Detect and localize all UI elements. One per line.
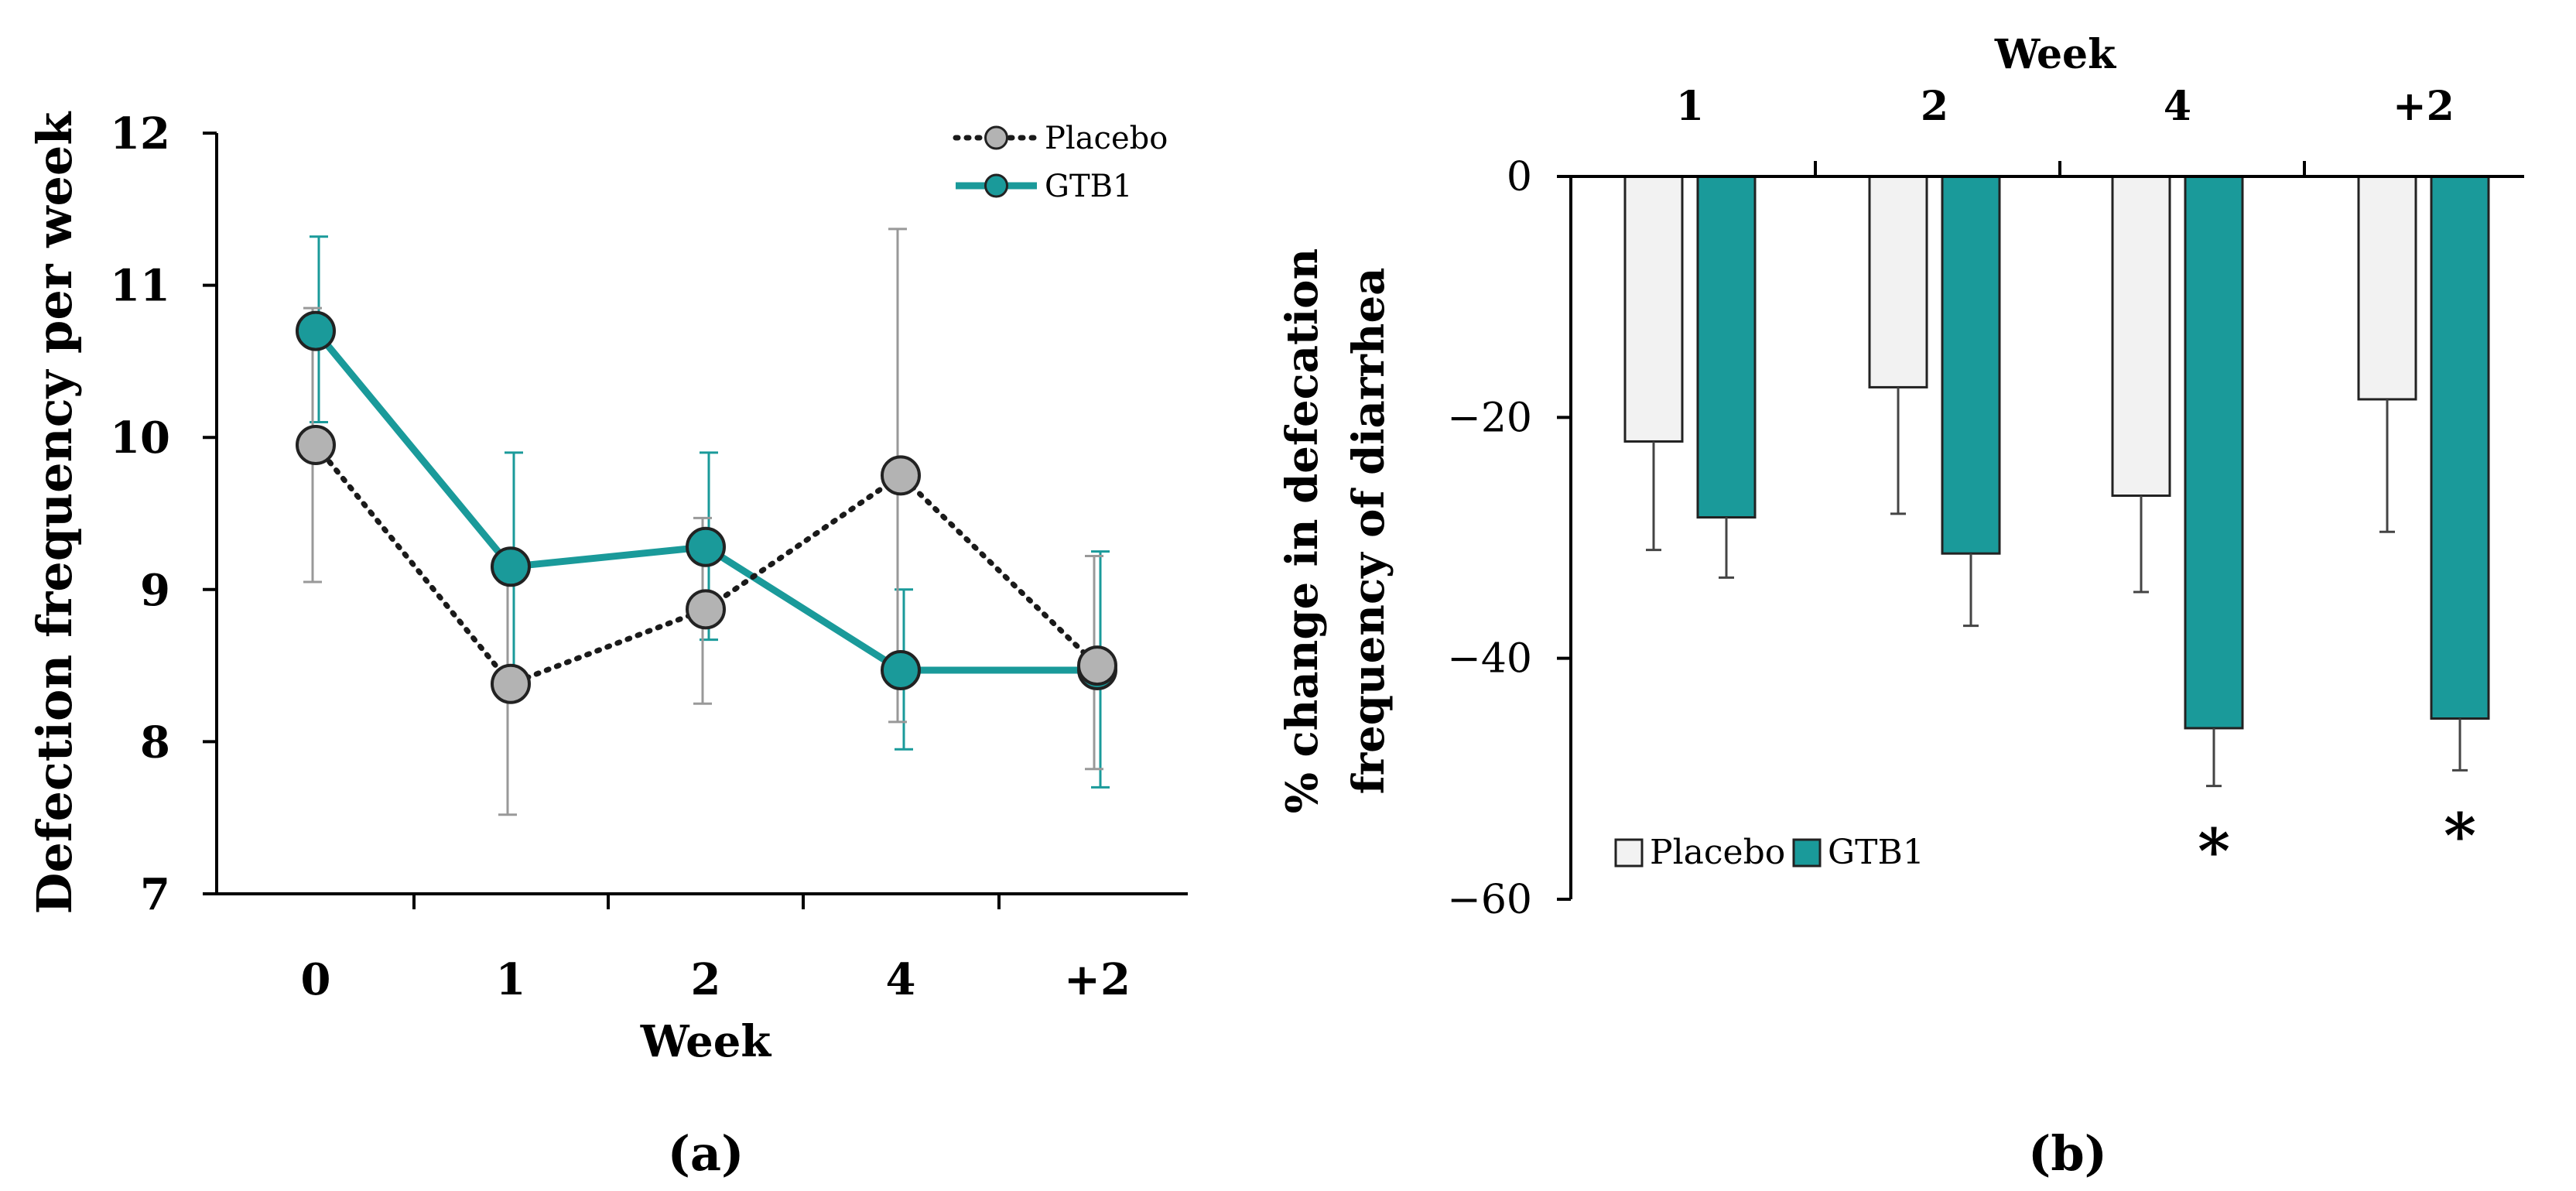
gtb1-point xyxy=(686,526,726,567)
gtb1-bar xyxy=(2184,175,2244,730)
placebo-bar xyxy=(2357,175,2417,401)
placebo-point xyxy=(1077,645,1117,686)
legend-placebo-label: Placebo xyxy=(1045,121,1168,156)
placebo-point xyxy=(296,425,336,466)
panel-b-x-tick-label: +2 xyxy=(2393,83,2455,130)
panel-b-y-axis-label-line1: % change in defecation xyxy=(1277,248,1328,813)
gtb1-bar xyxy=(1941,175,2001,555)
legend-placebo-label: Placebo xyxy=(1650,833,1785,872)
legend-gtb1-marker xyxy=(984,173,1008,198)
panel-a-y-tick-label: 7 xyxy=(140,869,170,920)
panel-b-x-tick-label: 1 xyxy=(1676,83,1704,130)
panel-a-y-tick-label: 9 xyxy=(140,565,170,616)
gtb1-bar xyxy=(1696,175,1757,519)
panel-a-x-tick-label: 1 xyxy=(496,954,526,1005)
panel-b-bar-chart: * * 0−20−40−60 1 2 4 +2 Placebo GTB1 Week % c… xyxy=(1277,31,2524,1182)
legend-gtb1-label: GTB1 xyxy=(1828,833,1924,872)
legend-gtb1-swatch xyxy=(1792,838,1822,868)
panel-b-y-tick-label: −60 xyxy=(1447,877,1532,923)
placebo-bar xyxy=(1623,175,1684,443)
panel-b-y-tick-label: −20 xyxy=(1447,395,1532,441)
panel-b-x-tick-label: 2 xyxy=(1921,83,1948,130)
panel-b-bars: * * xyxy=(1623,175,2490,888)
gtb1-bar xyxy=(2430,175,2490,720)
gtb1-point xyxy=(296,310,336,351)
panel-a-x-tick-label: 2 xyxy=(691,954,721,1005)
panel-a-x-tick-label: +2 xyxy=(1064,954,1131,1005)
panel-b-label: (b) xyxy=(2028,1125,2107,1182)
placebo-series-line xyxy=(313,442,1100,687)
gtb1-point xyxy=(881,649,921,690)
panel-a-legend: Placebo GTB1 xyxy=(953,121,1168,204)
panel-a-y-tick-label: 10 xyxy=(110,412,170,464)
panel-b-y-axis-label-line2: frequency of diarrhea xyxy=(1343,268,1394,795)
panel-a-y-tick-label: 12 xyxy=(110,108,170,159)
legend-placebo-swatch xyxy=(1614,838,1644,868)
significance-marker: * xyxy=(2444,799,2476,871)
placebo-bar xyxy=(2111,175,2171,498)
placebo-point xyxy=(491,663,531,704)
panel-b-x-tick-label: 4 xyxy=(2164,83,2191,130)
panel-a-series xyxy=(296,228,1117,816)
panel-a-y-tick-label: 11 xyxy=(110,261,170,312)
placebo-point xyxy=(881,455,921,496)
panel-a-y-ticks: 7 8 9 10 11 12 xyxy=(110,108,217,920)
panel-b-y-ticks: 0 −20 −40 −60 xyxy=(1447,154,1571,923)
panel-b-x-ticks: 1 2 4 +2 xyxy=(1676,83,2455,176)
significance-marker: * xyxy=(2198,815,2230,888)
panel-a-x-tick-label: 4 xyxy=(886,954,916,1005)
panel-a-x-axis-label: Week xyxy=(640,1016,772,1067)
legend-placebo-marker xyxy=(984,125,1008,150)
gtb1-point xyxy=(491,546,531,587)
panel-a-label: (a) xyxy=(668,1125,744,1182)
panel-a-y-axis-label: Defection frequency per week xyxy=(26,111,83,915)
placebo-point xyxy=(686,589,726,630)
panel-b-y-tick-label: 0 xyxy=(1507,154,1532,200)
panel-b-y-tick-label: −40 xyxy=(1447,636,1532,683)
panel-a-x-tick-label: 0 xyxy=(301,954,331,1005)
panel-b-legend: Placebo GTB1 xyxy=(1614,833,1924,872)
legend-gtb1-label: GTB1 xyxy=(1045,169,1132,204)
panel-b-x-axis-label: Week xyxy=(1994,31,2116,78)
placebo-bar xyxy=(1868,175,1928,388)
panel-a-x-ticks: 0 1 2 4 +2 xyxy=(301,894,1131,1005)
panel-a-y-tick-label: 8 xyxy=(140,717,170,768)
